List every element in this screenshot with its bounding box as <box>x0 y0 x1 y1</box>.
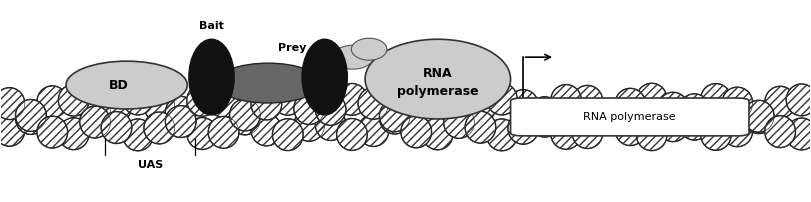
Ellipse shape <box>101 112 132 143</box>
Ellipse shape <box>679 94 710 126</box>
Ellipse shape <box>786 118 811 150</box>
Ellipse shape <box>0 88 25 120</box>
Text: polymerase: polymerase <box>397 85 478 98</box>
Ellipse shape <box>637 119 667 151</box>
Ellipse shape <box>358 87 388 119</box>
Ellipse shape <box>572 85 603 117</box>
Ellipse shape <box>37 116 67 148</box>
Ellipse shape <box>101 90 132 122</box>
Ellipse shape <box>722 87 753 119</box>
Ellipse shape <box>765 86 796 118</box>
Ellipse shape <box>615 88 646 120</box>
Ellipse shape <box>423 118 453 150</box>
Ellipse shape <box>722 115 753 147</box>
Ellipse shape <box>530 97 560 129</box>
Ellipse shape <box>189 39 234 115</box>
Ellipse shape <box>401 116 431 148</box>
Ellipse shape <box>165 96 196 128</box>
Ellipse shape <box>79 106 110 138</box>
Ellipse shape <box>423 84 453 116</box>
Text: RNA polymerase: RNA polymerase <box>583 112 676 122</box>
Ellipse shape <box>294 93 324 124</box>
Ellipse shape <box>679 108 710 140</box>
Ellipse shape <box>701 118 732 150</box>
Ellipse shape <box>615 114 646 146</box>
FancyBboxPatch shape <box>511 98 749 136</box>
Ellipse shape <box>208 86 239 117</box>
Ellipse shape <box>444 96 474 127</box>
Ellipse shape <box>144 90 174 122</box>
Ellipse shape <box>58 84 89 116</box>
Ellipse shape <box>658 110 689 142</box>
Ellipse shape <box>765 116 796 148</box>
Ellipse shape <box>551 117 581 149</box>
Ellipse shape <box>122 119 153 151</box>
Ellipse shape <box>594 103 624 135</box>
Ellipse shape <box>487 83 517 115</box>
Ellipse shape <box>187 118 217 149</box>
Ellipse shape <box>272 119 303 150</box>
Ellipse shape <box>165 106 196 138</box>
Ellipse shape <box>744 100 774 132</box>
Ellipse shape <box>380 100 410 132</box>
Ellipse shape <box>272 83 303 115</box>
Ellipse shape <box>294 109 324 141</box>
Ellipse shape <box>144 112 174 144</box>
Ellipse shape <box>315 94 346 125</box>
Text: RNA: RNA <box>423 67 453 80</box>
Ellipse shape <box>508 112 539 144</box>
Ellipse shape <box>658 92 689 124</box>
Ellipse shape <box>251 114 281 146</box>
Ellipse shape <box>15 103 46 134</box>
Ellipse shape <box>208 116 239 148</box>
Ellipse shape <box>358 115 388 146</box>
Ellipse shape <box>594 99 624 130</box>
Ellipse shape <box>230 103 260 135</box>
Ellipse shape <box>333 45 373 69</box>
Ellipse shape <box>530 105 560 137</box>
Ellipse shape <box>351 38 387 60</box>
Ellipse shape <box>380 102 410 134</box>
Ellipse shape <box>508 90 539 122</box>
Ellipse shape <box>216 63 320 103</box>
Ellipse shape <box>572 117 603 148</box>
Ellipse shape <box>701 84 732 115</box>
Ellipse shape <box>58 118 89 150</box>
Ellipse shape <box>66 61 187 109</box>
Ellipse shape <box>487 119 517 151</box>
Text: Bait: Bait <box>199 21 224 31</box>
Ellipse shape <box>79 96 110 128</box>
Text: Prey: Prey <box>278 43 307 53</box>
Ellipse shape <box>744 102 774 134</box>
Ellipse shape <box>465 111 496 143</box>
Ellipse shape <box>315 108 346 140</box>
Ellipse shape <box>444 106 474 138</box>
Ellipse shape <box>302 39 347 115</box>
Ellipse shape <box>122 83 153 115</box>
Ellipse shape <box>365 39 511 119</box>
Ellipse shape <box>786 84 811 116</box>
Ellipse shape <box>37 86 67 118</box>
Ellipse shape <box>15 99 46 131</box>
Ellipse shape <box>251 88 281 120</box>
Ellipse shape <box>0 114 25 146</box>
Ellipse shape <box>465 91 496 123</box>
Ellipse shape <box>551 85 581 116</box>
Ellipse shape <box>337 119 367 150</box>
Ellipse shape <box>401 86 431 118</box>
Ellipse shape <box>337 83 367 115</box>
Text: BD: BD <box>109 79 128 92</box>
Ellipse shape <box>637 83 667 115</box>
Ellipse shape <box>187 84 217 116</box>
Ellipse shape <box>230 99 260 131</box>
Text: UAS: UAS <box>139 160 164 170</box>
